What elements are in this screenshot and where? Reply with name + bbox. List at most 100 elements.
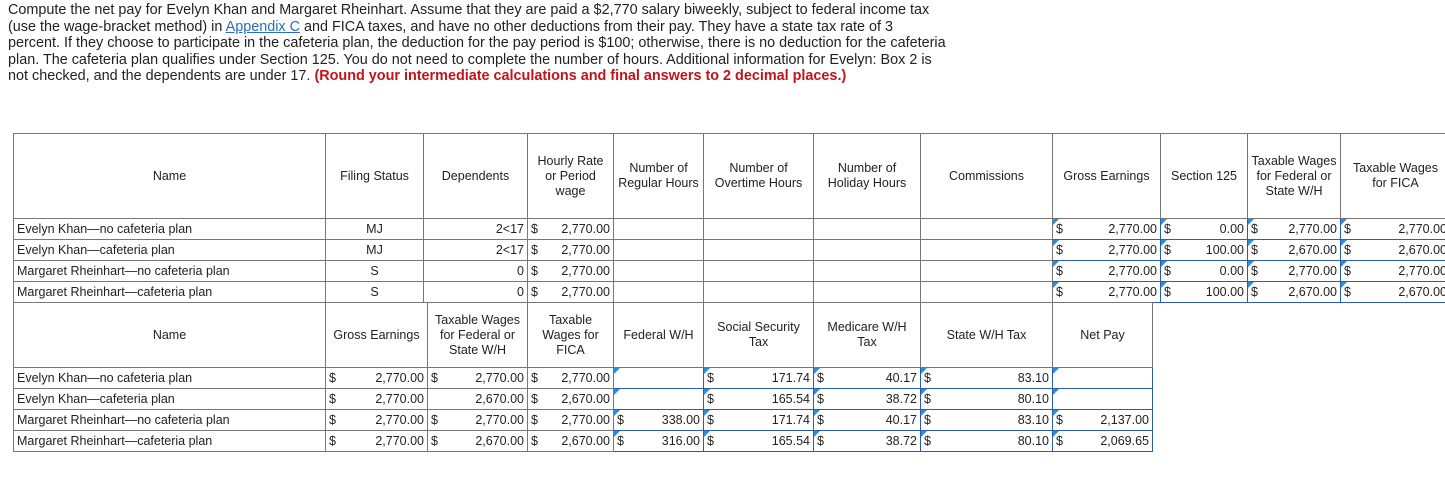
currency-sign: $ [1344, 264, 1351, 278]
data-row: Evelyn Khan—no cafeteria plan $2,770.00 $2… [13, 367, 1153, 389]
header-row: Name Gross Earnings Taxable Wages for Fede… [13, 302, 1153, 368]
input-cell[interactable]: $2,670.00 [1340, 281, 1445, 303]
amount-value: 80.10 [1017, 392, 1049, 406]
amount-value: 0.00 [1219, 264, 1244, 278]
input-cell[interactable]: $2,137.00 [1052, 409, 1153, 431]
amount-value: 171.74 [771, 413, 810, 427]
input-cell[interactable]: $2,770.00 [1052, 260, 1161, 282]
amount-value: 2,670.00 [1398, 243, 1445, 257]
cell: $2,770.00 [325, 409, 428, 431]
input-cell[interactable]: $40.17 [813, 409, 921, 431]
currency-sign: $ [617, 413, 624, 427]
amount: $2,770.00 [1056, 285, 1157, 299]
input-cell[interactable]: $80.10 [920, 388, 1053, 410]
amount: $40.17 [817, 413, 917, 427]
amount: $2,670.00 [531, 434, 610, 448]
input-cell[interactable]: $2,770.00 [1052, 218, 1161, 240]
input-cell[interactable]: $100.00 [1160, 239, 1248, 261]
cell [920, 281, 1053, 303]
input-cell[interactable]: $0.00 [1160, 260, 1248, 282]
input-cell[interactable]: $83.10 [920, 409, 1053, 431]
input-cell[interactable]: $2,770.00 [1247, 218, 1341, 240]
amount: $0.00 [1164, 222, 1244, 236]
amount: $0.00 [1164, 264, 1244, 278]
amount-value: 100.00 [1205, 285, 1244, 299]
input-cell[interactable]: $38.72 [813, 388, 921, 410]
input-cell[interactable]: $100.00 [1160, 281, 1248, 303]
input-cell[interactable]: $80.10 [920, 430, 1053, 452]
cell: $2,770.00 [527, 281, 614, 303]
currency-sign: $ [1164, 243, 1171, 257]
amount-value: 2,670.00 [1398, 285, 1445, 299]
instruction-text: and FICA taxes, and have no other deduct… [8, 18, 946, 85]
currency-sign: $ [817, 434, 824, 448]
input-cell[interactable]: $83.10 [920, 367, 1053, 389]
column-header: Commissions [920, 133, 1053, 219]
cell [813, 281, 921, 303]
currency-sign: $ [1056, 413, 1063, 427]
input-cell[interactable] [1052, 367, 1153, 389]
currency-sign: $ [531, 243, 538, 257]
currency-sign: $ [1164, 222, 1171, 236]
input-cell[interactable]: $2,770.00 [1247, 260, 1341, 282]
cell: 2<17 [423, 239, 528, 261]
amount: $2,770.00 [1056, 264, 1157, 278]
input-cell[interactable]: $165.54 [703, 388, 814, 410]
input-cell[interactable]: $38.72 [813, 430, 921, 452]
cell: Evelyn Khan—cafeteria plan [13, 239, 326, 261]
input-cell[interactable]: $2,770.00 [1052, 281, 1161, 303]
input-cell[interactable] [1052, 388, 1153, 410]
amount-value: 2,770.00 [475, 371, 524, 385]
currency-sign: $ [431, 371, 438, 385]
input-cell[interactable]: $2,069.65 [1052, 430, 1153, 452]
appendix-link[interactable]: Appendix C [225, 18, 300, 35]
input-cell[interactable]: $40.17 [813, 367, 921, 389]
currency-sign: $ [707, 434, 714, 448]
column-header: Section 125 [1160, 133, 1248, 219]
currency-sign: $ [1251, 264, 1258, 278]
cell [813, 239, 921, 261]
amount: $80.10 [924, 434, 1049, 448]
input-cell[interactable]: $2,770.00 [1340, 218, 1445, 240]
amount-value: 2,670.00 [561, 434, 610, 448]
cell: $2,770.00 [427, 367, 528, 389]
cell: Margaret Rheinhart—no cafeteria plan [13, 260, 326, 282]
input-cell[interactable]: $2,670.00 [1247, 239, 1341, 261]
data-row: Evelyn Khan—no cafeteria plan MJ 2<17 $2,77… [13, 218, 1445, 240]
amount: $2,069.65 [1056, 434, 1149, 448]
amount-value: 2,770.00 [561, 243, 610, 257]
cell: Margaret Rheinhart—cafeteria plan [13, 281, 326, 303]
input-cell[interactable]: $171.74 [703, 409, 814, 431]
cell: 0 [423, 260, 528, 282]
currency-sign: $ [1344, 285, 1351, 299]
input-cell[interactable] [613, 367, 704, 389]
input-cell[interactable]: $2,770.00 [1052, 239, 1161, 261]
input-cell[interactable]: $165.54 [703, 430, 814, 452]
input-cell[interactable]: $2,770.00 [1340, 260, 1445, 282]
cell: 0 [423, 281, 528, 303]
amount: $40.17 [817, 371, 917, 385]
cell [920, 260, 1053, 282]
cell: $2,770.00 [527, 239, 614, 261]
column-header: Gross Earnings [325, 302, 428, 368]
cell: 2<17 [423, 218, 528, 240]
amount: $165.54 [707, 434, 810, 448]
input-cell[interactable]: $2,670.00 [1340, 239, 1445, 261]
currency-sign: $ [1056, 243, 1063, 257]
column-header: Number of Overtime Hours [703, 133, 814, 219]
cell: Evelyn Khan—cafeteria plan [13, 388, 326, 410]
input-cell[interactable]: $0.00 [1160, 218, 1248, 240]
data-row: Evelyn Khan—cafeteria plan MJ 2<17 $2,770.0… [13, 239, 1445, 261]
input-cell[interactable]: $2,670.00 [1247, 281, 1341, 303]
input-cell[interactable]: $171.74 [703, 367, 814, 389]
cell: $2,770.00 [427, 409, 528, 431]
input-cell[interactable]: $338.00 [613, 409, 704, 431]
cell: MJ [325, 239, 424, 261]
column-header: Number of Regular Hours [613, 133, 704, 219]
amount-value: 2,770.00 [561, 371, 610, 385]
input-cell[interactable] [613, 388, 704, 410]
column-header: Name [13, 302, 326, 368]
currency-sign: $ [531, 371, 538, 385]
input-cell[interactable]: $316.00 [613, 430, 704, 452]
cell: $2,770.00 [325, 430, 428, 452]
